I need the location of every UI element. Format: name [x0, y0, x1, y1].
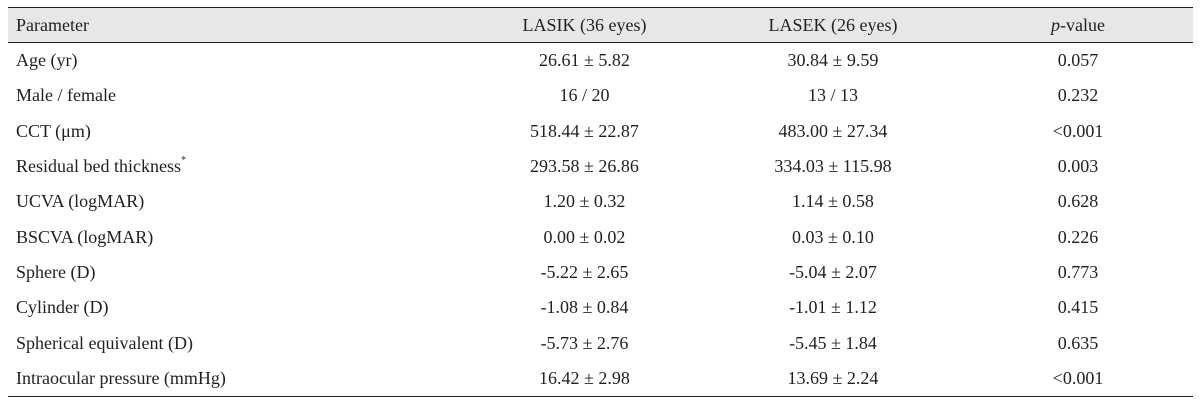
table-row: UCVA (logMAR) 1.20 ± 0.32 1.14 ± 0.58 0.628: [8, 184, 1193, 219]
cell-p-value: 0.226: [1057, 226, 1099, 247]
header-p-value: p-value: [963, 7, 1193, 43]
footnote-marker: *: [180, 155, 186, 167]
table-row: Intraocular pressure (mmHg) 16.42 ± 2.98 1…: [8, 360, 1193, 397]
header-row: Parameter LASIK (36 eyes) LASEK (26 eyes…: [8, 7, 1193, 43]
cell-lasik: -1.08 ± 0.84: [540, 297, 629, 318]
parameter-label: Spherical equivalent (D): [16, 332, 193, 353]
cell-parameter: CCT (μm): [8, 114, 466, 149]
cell-lasik: 16.42 ± 2.98: [466, 360, 703, 397]
cell-lasek: -1.01 ± 1.12: [789, 297, 877, 318]
cell-lasek: 13 / 13: [807, 85, 858, 106]
comparison-table: Parameter LASIK (36 eyes) LASEK (26 eyes…: [8, 7, 1193, 397]
cell-lasek: 334.03 ± 115.98: [774, 156, 892, 177]
header-parameter: Parameter: [8, 7, 466, 43]
parameter-label: Intraocular pressure (mmHg): [16, 367, 226, 388]
cell-lasek: 483.00 ± 27.34: [778, 120, 888, 141]
cell-lasek: 30.84 ± 9.59: [787, 50, 879, 71]
cell-parameter: Male / female: [8, 78, 466, 113]
cell-lasek: 13.69 ± 2.24: [703, 360, 963, 397]
parameter-label: BSCVA (logMAR): [16, 226, 154, 247]
parameter-label: Residual bed thickness: [16, 156, 181, 177]
cell-parameter: Spherical equivalent (D): [8, 325, 466, 360]
cell-lasik: -5.73 ± 2.76: [540, 332, 629, 353]
cell-p-value: 0.057: [1057, 50, 1099, 71]
parameter-label: CCT (μm): [16, 120, 91, 141]
cell-lasik: 1.20 ± 0.32: [543, 191, 626, 212]
cell-p-value: 0.628: [1057, 191, 1099, 212]
cell-lasik: 26.61 ± 5.82: [539, 50, 630, 71]
cell-lasik: 293.58 ± 26.86: [530, 156, 639, 177]
table-row: BSCVA (logMAR) 0.00 ± 0.02 0.03 ± 0.10 0.22…: [8, 219, 1193, 254]
cell-lasek: 1.14 ± 0.58: [792, 191, 874, 212]
table-row: Spherical equivalent (D) -5.73 ± 2.76 -5.4…: [8, 325, 1193, 360]
comparison-table-container: Parameter LASIK (36 eyes) LASEK (26 eyes…: [8, 7, 1193, 397]
cell-lasek: 0.03 ± 0.10: [792, 226, 874, 247]
header-p-italic: p: [1051, 14, 1060, 35]
header-p-rest: -value: [1060, 14, 1105, 35]
cell-p-value: 0.003: [1057, 156, 1099, 177]
table-row: Male / female 16 / 20 13 / 13 0.232: [8, 78, 1193, 113]
cell-parameter: Age (yr): [8, 43, 466, 79]
cell-parameter: Intraocular pressure (mmHg): [8, 360, 466, 397]
cell-lasik: 518.44 ± 22.87: [530, 120, 639, 141]
header-lasek: LASEK (26 eyes): [703, 7, 963, 43]
table-body: Age (yr) 26.61 ± 5.82 30.84 ± 9.59 0.057 Mal…: [8, 43, 1193, 397]
parameter-label: Male / female: [16, 85, 116, 106]
cell-lasek: -5.45 ± 1.84: [789, 332, 877, 353]
parameter-label: Cylinder (D): [16, 297, 109, 318]
cell-p-value: <0.001: [963, 360, 1193, 397]
table-row: CCT (μm) 518.44 ± 22.87 483.00 ± 27.34 <0.0…: [8, 114, 1193, 149]
header-lasik: LASIK (36 eyes): [466, 7, 703, 43]
cell-p-value: 0.635: [1057, 332, 1099, 353]
cell-p-value: 0.232: [1057, 85, 1099, 106]
parameter-label: Age (yr): [16, 50, 78, 71]
table-row: Sphere (D) -5.22 ± 2.65 -5.04 ± 2.07 0.773: [8, 255, 1193, 290]
parameter-label: Sphere (D): [16, 261, 96, 282]
cell-p-value: 0.415: [1057, 297, 1099, 318]
cell-parameter: BSCVA (logMAR): [8, 219, 466, 254]
cell-parameter: Sphere (D): [8, 255, 466, 290]
table-header: Parameter LASIK (36 eyes) LASEK (26 eyes…: [8, 7, 1193, 43]
cell-lasik: -5.22 ± 2.65: [540, 261, 629, 282]
cell-p-value: <0.001: [1052, 120, 1104, 141]
cell-parameter: Cylinder (D): [8, 290, 466, 325]
table-row: Age (yr) 26.61 ± 5.82 30.84 ± 9.59 0.057: [8, 43, 1193, 79]
cell-parameter: UCVA (logMAR): [8, 184, 466, 219]
cell-lasik: 16 / 20: [559, 85, 610, 106]
cell-p-value: 0.773: [1057, 261, 1099, 282]
cell-parameter: Residual bed thickness*: [8, 149, 466, 184]
cell-lasek: -5.04 ± 2.07: [789, 261, 877, 282]
table-row: Cylinder (D) -1.08 ± 0.84 -1.01 ± 1.12 0.41…: [8, 290, 1193, 325]
cell-lasik: 0.00 ± 0.02: [543, 226, 626, 247]
parameter-label: UCVA (logMAR): [16, 191, 145, 212]
table-row: Residual bed thickness* 293.58 ± 26.86 334…: [8, 149, 1193, 184]
